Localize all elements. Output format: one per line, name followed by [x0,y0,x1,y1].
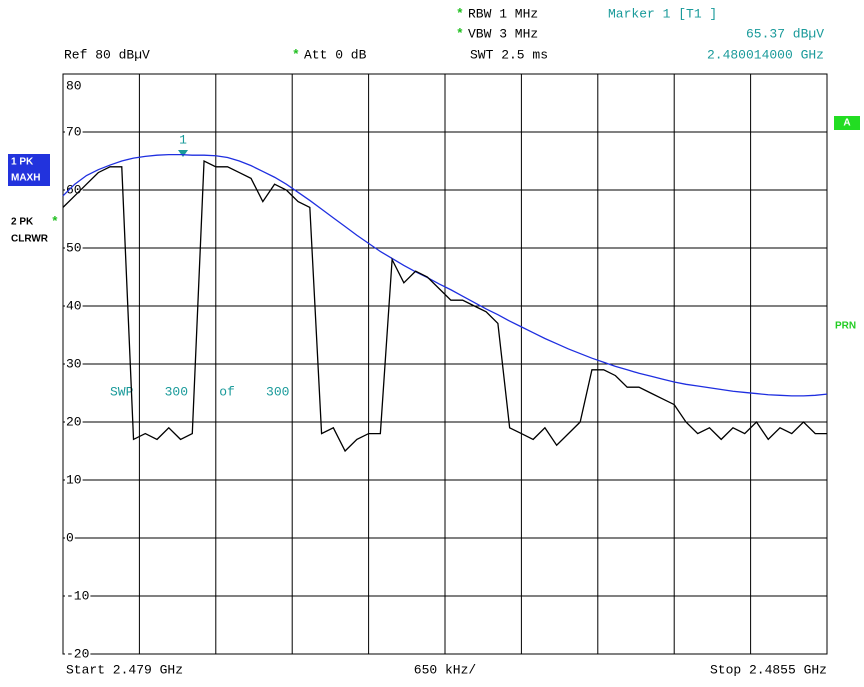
y-tick-label-bg [65,588,91,604]
a-label: A [843,118,850,129]
marker-freq: 2.480014000 GHz [707,47,824,62]
y-tick-label: -20 [66,646,89,661]
y-tick-label: 20 [66,414,82,429]
vbw: VBW 3 MHz [468,26,538,41]
trace2-star: * [51,214,59,229]
y-tick-label: 30 [66,356,82,371]
y-tick-label-bg [65,530,75,546]
x-start: Start 2.479 GHz [66,662,183,677]
y-tick-label-bg [65,78,83,94]
marker-level: 65.37 dBµV [746,26,824,41]
rbw: RBW 1 MHz [468,6,538,21]
marker-number: 1 [179,132,187,147]
marker-name: Marker 1 [T1 ] [608,6,717,21]
y-tick-label-bg [65,298,83,314]
ref-level: Ref 80 dBµV [64,47,150,62]
y-tick-label: 0 [66,530,74,545]
trace2-mode: CLRWR [11,234,49,245]
y-tick-label: 70 [66,124,82,139]
y-tick-label: 50 [66,240,82,255]
trace2-label: 2 PK [11,217,34,228]
trace1-label: 1 PK [11,157,34,168]
y-tick-label-bg [65,240,83,256]
swt: SWT 2.5 ms [470,47,548,62]
prn-label: PRN [835,321,856,332]
a-box [834,116,860,130]
y-tick-label-bg [65,356,83,372]
y-tick-label: -10 [66,588,89,603]
y-tick-label-bg [65,646,91,662]
y-tick-label-bg [65,472,83,488]
trace1-mode: MAXH [11,173,40,184]
rbw-star: * [456,6,464,21]
x-stop: Stop 2.4855 GHz [710,662,827,677]
trace1-box [8,154,50,186]
att-star: * [292,47,300,62]
sweep-count: SWP 300 of 300 [110,384,289,399]
y-tick-label: 80 [66,78,82,93]
trace [62,159,827,453]
y-tick-label-bg [65,414,83,430]
marker-triangle [178,150,188,157]
vbw-star: * [456,26,464,41]
trace [62,153,828,397]
attenuation: Att 0 dB [304,47,367,62]
y-tick-label-bg [65,124,83,140]
y-tick-label: 40 [66,298,82,313]
y-tick-label-bg [65,182,83,198]
x-division: 650 kHz/ [414,662,477,677]
y-tick-label: 10 [66,472,82,487]
